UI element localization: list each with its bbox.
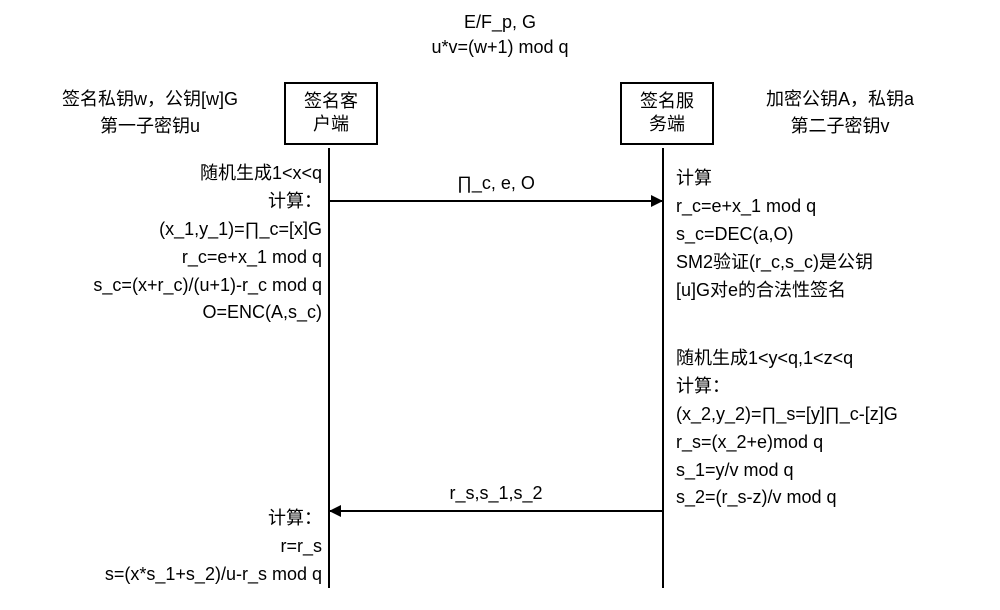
server-step2-l2: 计算：: [676, 373, 996, 401]
message1-arrow: [330, 200, 662, 202]
client-lifeline: [328, 148, 330, 588]
server-step1-l2: r_c=e+x_1 mod q: [676, 193, 996, 221]
client-box-line1: 签名客: [294, 90, 368, 113]
client-box: 签名客 户端: [284, 82, 378, 145]
server-step2-l5: s_1=y/v mod q: [676, 457, 996, 485]
server-step1-l3: s_c=DEC(a,O): [676, 221, 996, 249]
client-step1-l3: (x_1,y_1)=∏_c=[x]G: [0, 216, 322, 244]
client-step2-block: 计算： r=r_s s=(x*s_1+s_2)/u-r_s mod q: [0, 505, 322, 589]
server-box: 签名服 务端: [620, 82, 714, 145]
message2-arrow: [330, 510, 662, 512]
server-label-line2: 第二子密钥v: [710, 113, 970, 140]
client-step1-block: 随机生成1<x<q 计算： (x_1,y_1)=∏_c=[x]G r_c=e+x…: [0, 160, 322, 327]
client-step1-l1: 随机生成1<x<q: [0, 160, 322, 188]
client-label-line2: 第一子密钥u: [30, 113, 270, 140]
message2-label: r_s,s_1,s_2: [330, 483, 662, 504]
server-box-line2: 务端: [630, 113, 704, 136]
server-step1-block: 计算 r_c=e+x_1 mod q s_c=DEC(a,O) SM2验证(r_…: [676, 165, 996, 304]
server-lifeline: [662, 148, 664, 588]
client-side-label: 签名私钥w，公钥[w]G 第一子密钥u: [30, 86, 270, 140]
client-step2-l3: s=(x*s_1+s_2)/u-r_s mod q: [0, 561, 322, 589]
header-line2: u*v=(w+1) mod q: [0, 35, 1000, 60]
client-step1-l5: s_c=(x+r_c)/(u+1)-r_c mod q: [0, 272, 322, 300]
client-label-line1: 签名私钥w，公钥[w]G: [30, 86, 270, 113]
client-step1-l2: 计算：: [0, 188, 322, 216]
server-step2-l3: (x_2,y_2)=∏_s=[y]∏_c-[z]G: [676, 401, 996, 429]
diagram-header: E/F_p, G u*v=(w+1) mod q: [0, 10, 1000, 60]
server-step1-l5: [u]G对e的合法性签名: [676, 277, 996, 305]
server-step2-l6: s_2=(r_s-z)/v mod q: [676, 484, 996, 512]
arrow-right-icon: [651, 195, 663, 207]
server-label-line1: 加密公钥A，私钥a: [710, 86, 970, 113]
client-step2-l2: r=r_s: [0, 533, 322, 561]
server-step1-l4: SM2验证(r_c,s_c)是公钥: [676, 249, 996, 277]
server-step2-block: 随机生成1<y<q,1<z<q 计算： (x_2,y_2)=∏_s=[y]∏_c…: [676, 345, 996, 512]
server-step2-l4: r_s=(x_2+e)mod q: [676, 429, 996, 457]
server-step1-l1: 计算: [676, 165, 996, 193]
server-side-label: 加密公钥A，私钥a 第二子密钥v: [710, 86, 970, 140]
client-step1-l4: r_c=e+x_1 mod q: [0, 244, 322, 272]
server-step2-l1: 随机生成1<y<q,1<z<q: [676, 345, 996, 373]
client-step1-l6: O=ENC(A,s_c): [0, 299, 322, 327]
client-step2-l1: 计算：: [0, 505, 322, 533]
header-line1: E/F_p, G: [0, 10, 1000, 35]
client-box-line2: 户端: [294, 113, 368, 136]
server-box-line1: 签名服: [630, 90, 704, 113]
arrow-left-icon: [329, 505, 341, 517]
message1-label: ∏_c, e, O: [330, 173, 662, 194]
